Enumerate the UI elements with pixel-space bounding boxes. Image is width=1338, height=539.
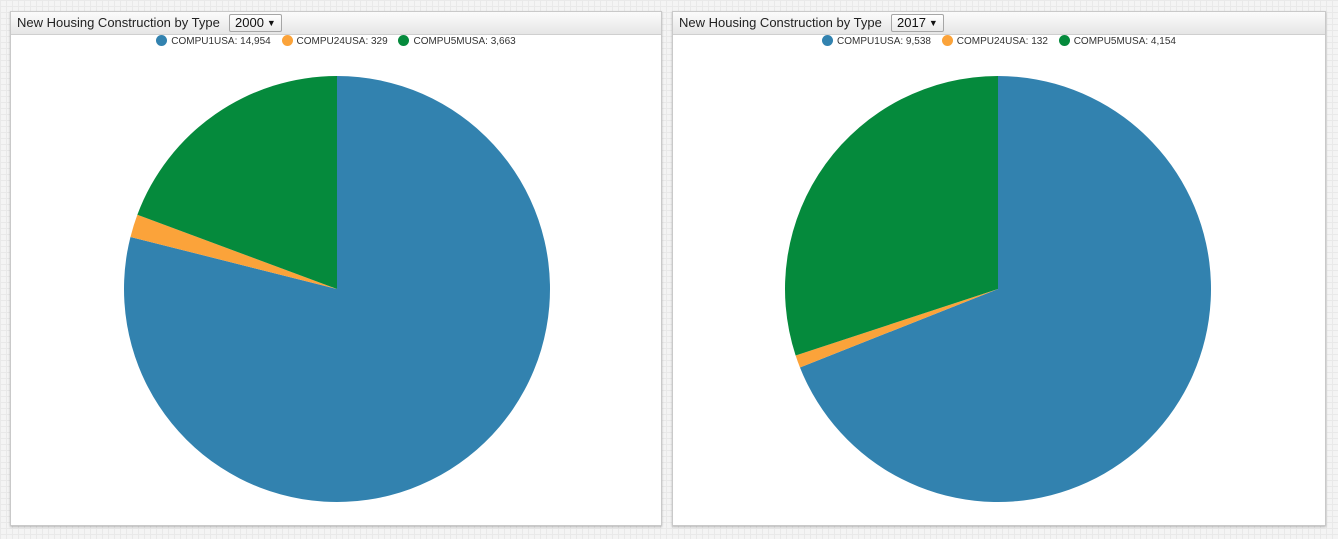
pie-chart-2000 bbox=[123, 76, 550, 503]
chevron-down-icon: ▼ bbox=[266, 18, 276, 28]
legend-item-compu1usa[interactable]: COMPU1USA: 9,538 bbox=[822, 35, 931, 47]
pie-slice-compu24usa[interactable] bbox=[130, 214, 337, 289]
legend: COMPU1USA: 9,538 COMPU24USA: 132 COMPU5M… bbox=[673, 35, 1325, 47]
pie-chart-2017 bbox=[785, 76, 1211, 503]
legend-swatch bbox=[156, 35, 168, 46]
chart-widget-2000: New Housing Construction by Type 2000 ▼ C… bbox=[10, 11, 662, 526]
widget-title: New Housing Construction by Type bbox=[17, 15, 220, 30]
year-select-value: 2017 bbox=[897, 15, 926, 30]
pie-slice-compu1usa[interactable] bbox=[799, 76, 1211, 503]
legend-swatch bbox=[281, 35, 293, 46]
legend-item-compu24usa[interactable]: COMPU24USA: 132 bbox=[941, 35, 1048, 47]
pie-slice-compu24usa[interactable] bbox=[795, 289, 998, 368]
legend-label: COMPU1USA: 14,954 bbox=[171, 36, 271, 47]
year-select[interactable]: 2000 ▼ bbox=[229, 14, 282, 32]
legend-swatch bbox=[822, 35, 834, 46]
legend-label: COMPU1USA: 9,538 bbox=[837, 36, 931, 47]
pie-slice-compu5musa[interactable] bbox=[137, 76, 337, 289]
legend-item-compu5musa[interactable]: COMPU5MUSA: 4,154 bbox=[1058, 35, 1176, 47]
legend-label: COMPU24USA: 329 bbox=[296, 36, 388, 47]
legend-label: COMPU24USA: 132 bbox=[956, 36, 1048, 47]
widget-header: New Housing Construction by Type 2000 ▼ bbox=[11, 12, 661, 35]
legend-item-compu5musa[interactable]: COMPU5MUSA: 3,663 bbox=[398, 35, 516, 47]
legend-item-compu24usa[interactable]: COMPU24USA: 329 bbox=[281, 35, 388, 47]
year-select-value: 2000 bbox=[235, 15, 264, 30]
pie-slice-compu5musa[interactable] bbox=[785, 76, 998, 356]
year-select[interactable]: 2017 ▼ bbox=[891, 14, 944, 32]
widget-title: New Housing Construction by Type bbox=[679, 15, 882, 30]
widget-header: New Housing Construction by Type 2017 ▼ bbox=[673, 12, 1325, 35]
legend-swatch bbox=[398, 35, 410, 46]
pie-slice-compu1usa[interactable] bbox=[123, 76, 550, 503]
legend-swatch bbox=[941, 35, 953, 46]
chevron-down-icon: ▼ bbox=[928, 18, 938, 28]
legend: COMPU1USA: 14,954 COMPU24USA: 329 COMPU5… bbox=[11, 35, 661, 47]
legend-item-compu1usa[interactable]: COMPU1USA: 14,954 bbox=[156, 35, 271, 47]
legend-label: COMPU5MUSA: 3,663 bbox=[413, 36, 516, 47]
legend-swatch bbox=[1058, 35, 1070, 46]
legend-label: COMPU5MUSA: 4,154 bbox=[1073, 36, 1176, 47]
chart-widget-2017: New Housing Construction by Type 2017 ▼ C… bbox=[672, 11, 1326, 526]
